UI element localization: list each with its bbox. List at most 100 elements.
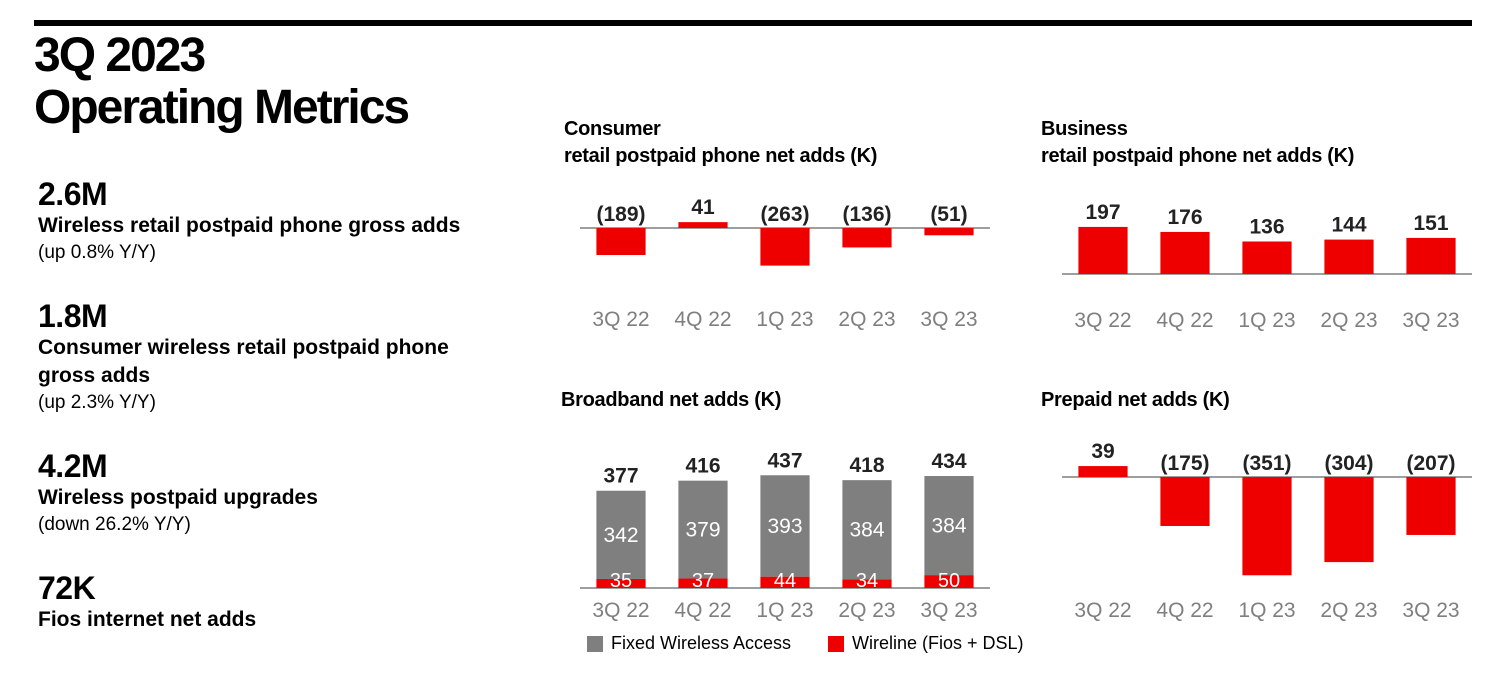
legend-item-wireline: Wireline (Fios + DSL) [828,633,1024,654]
broadband-total-label: 418 [849,454,884,477]
legend-label-fwa: Fixed Wireless Access [611,633,792,653]
consumer-chart-title: Consumer retail postpaid phone net adds … [564,116,877,170]
prepaid-chart-title-line1: Prepaid net adds (K) [1041,389,1230,411]
consumer-data-label: (136) [842,203,891,226]
top-rule [34,20,1472,26]
metric-note: (up 2.3% Y/Y) [38,392,156,413]
broadband-bar-fwa [760,475,810,577]
broadband-chart-title: Broadband net adds (K) [561,387,781,414]
prepaid-data-label: 39 [1091,440,1114,463]
broadband-wireline-label: 44 [774,570,796,592]
broadband-bar-wireline [924,575,974,588]
broadband-total-label: 377 [603,465,638,488]
metric-value: 4.2M [38,448,108,484]
business-data-label: 144 [1331,214,1366,237]
business-data-label: 176 [1167,206,1202,229]
prepaid-chart-title: Prepaid net adds (K) [1041,387,1230,414]
business-chart-title: Business retail postpaid phone net adds … [1041,116,1354,170]
legend-item-fwa: Fixed Wireless Access [587,633,791,654]
metric-description: Wireless retail postpaid phone gross add… [38,214,461,237]
metric-gross-adds: 2.6M Wireless retail postpaid phone gros… [38,176,460,266]
business-tick-label: 2Q 23 [1320,309,1377,332]
prepaid-tick-label: 1Q 23 [1238,599,1295,622]
broadband-bar-wireline [760,576,810,588]
metric-value: 1.8M [38,298,108,334]
broadband-fwa-label: 379 [685,519,720,542]
prepaid-bar [1160,477,1210,526]
broadband-bar-wireline [596,578,646,588]
metric-upgrades: 4.2M Wireless postpaid upgrades (down 26… [38,448,318,538]
broadband-bar-wireline [678,578,728,588]
consumer-tick-label: 3Q 22 [592,308,649,331]
consumer-tick-label: 1Q 23 [756,308,813,331]
broadband-fwa-label: 384 [849,519,884,542]
broadband-wireline-label: 37 [692,570,714,592]
consumer-bar [924,228,974,236]
metric-description: Wireless postpaid upgrades [38,486,318,509]
business-data-label: 151 [1413,212,1448,235]
consumer-data-label: (51) [930,203,967,226]
prepaid-bar [1078,466,1128,477]
broadband-wireline-label: 35 [610,570,632,592]
metric-note: (down 26.2% Y/Y) [38,514,191,535]
metric-description: Fios internet net adds [38,608,257,631]
prepaid-tick-label: 4Q 22 [1156,599,1213,622]
business-chart-title-line1: Business [1041,118,1128,140]
prepaid-tick-label: 2Q 23 [1320,599,1377,622]
business-bar [1160,231,1210,274]
metric-fios-net-adds: 72K Fios internet net adds [38,570,256,634]
business-tick-label: 3Q 22 [1074,309,1131,332]
broadband-bar-fwa [924,476,974,576]
prepaid-bar [1406,477,1456,535]
consumer-data-label: (263) [760,203,809,226]
consumer-bar [842,228,892,248]
consumer-data-label: 41 [691,196,715,219]
broadband-fwa-label: 393 [767,515,802,538]
business-tick-label: 1Q 23 [1238,309,1295,332]
consumer-tick-label: 4Q 22 [674,308,731,331]
consumer-tick-label: 2Q 23 [838,308,895,331]
consumer-chart-title-line2: retail postpaid phone net adds (K) [564,145,878,167]
business-bar [1406,237,1456,274]
broadband-chart-title-line1: Broadband net adds (K) [561,389,782,411]
consumer-bar [760,228,810,266]
business-tick-label: 4Q 22 [1156,309,1213,332]
broadband-tick-label: 1Q 23 [756,599,813,622]
business-bar [1078,226,1128,274]
broadband-tick-label: 2Q 23 [838,599,895,622]
broadband-total-label: 416 [685,455,720,478]
metric-note: (up 0.8% Y/Y) [38,242,156,263]
prepaid-bar [1242,477,1292,576]
consumer-chart-title-line1: Consumer [564,118,661,140]
legend-label-wireline: Wireline (Fios + DSL) [852,633,1024,653]
consumer-bar [596,228,646,256]
prepaid-data-label: (304) [1324,452,1373,475]
prepaid-data-label: (207) [1406,452,1455,475]
broadband-bar-fwa [596,490,646,579]
metric-value: 2.6M [38,176,108,212]
broadband-total-label: 437 [767,449,802,472]
prepaid-tick-label: 3Q 22 [1074,599,1131,622]
broadband-wireline-label: 50 [938,570,960,592]
metric-description: gross adds [38,364,151,387]
business-bar [1242,241,1292,274]
metric-consumer-gross-adds: 1.8M Consumer wireless retail postpaid p… [38,298,449,416]
business-data-label: 197 [1085,201,1120,224]
consumer-bar [678,222,728,228]
page-title-line1: 3Q 2023 [34,29,206,82]
prepaid-data-label: (175) [1160,452,1209,475]
business-bar [1324,239,1374,274]
broadband-fwa-label: 384 [931,515,966,538]
page-title-line2: Operating Metrics [34,81,410,134]
business-data-label: 136 [1249,215,1284,238]
legend-swatch-gray [587,635,603,652]
metric-description: Consumer wireless retail postpaid phone [38,336,449,359]
broadband-tick-label: 3Q 23 [920,599,977,622]
page-title: 3Q 2023 Operating Metrics [34,29,410,134]
broadband-bar-wireline [842,579,892,588]
broadband-bar-fwa [842,480,892,580]
broadband-bar-fwa [678,480,728,579]
business-tick-label: 3Q 23 [1402,309,1459,332]
consumer-tick-label: 3Q 23 [920,308,977,331]
